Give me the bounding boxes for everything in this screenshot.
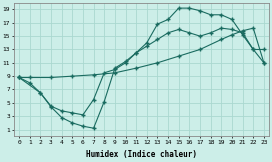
X-axis label: Humidex (Indice chaleur): Humidex (Indice chaleur) [86,150,197,159]
